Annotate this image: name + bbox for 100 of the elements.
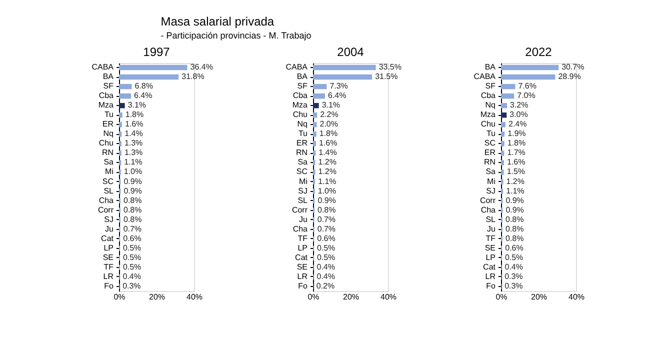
data-label: 0.5% <box>316 252 336 262</box>
bar <box>501 160 504 166</box>
data-label: 1.9% <box>508 129 526 138</box>
y-tick-label: LR <box>103 272 114 281</box>
bar <box>501 84 516 90</box>
bar <box>313 64 376 70</box>
y-tick-label: SE <box>484 243 496 252</box>
y-tick-label: Cat <box>483 262 496 272</box>
data-label: 0.8% <box>318 205 336 214</box>
y-tick-label: BA <box>296 72 308 82</box>
y-tick-label: Chu <box>292 110 308 120</box>
data-label: 0.7% <box>317 214 336 224</box>
y-tick-label: SE <box>296 262 308 272</box>
data-label: 0.3% <box>122 281 141 290</box>
y-tick-label: TF <box>486 234 496 243</box>
data-label: 1.1% <box>124 158 142 167</box>
data-label: 1.6% <box>125 120 144 129</box>
x-tick-label: 20% <box>148 292 166 302</box>
bar <box>501 132 505 137</box>
y-tick-label: SC <box>484 138 496 148</box>
data-label: 1.5% <box>506 167 526 176</box>
data-label: 2.2% <box>320 110 338 120</box>
bar <box>313 122 317 128</box>
data-label: 0.8% <box>506 224 524 234</box>
y-tick-label: SF <box>485 82 496 91</box>
y-tick-label: Mza <box>292 100 308 110</box>
bar <box>119 93 131 99</box>
data-label: 0.3% <box>504 272 523 281</box>
data-label: 0.8% <box>124 214 142 224</box>
bar <box>501 102 507 108</box>
data-label: 3.0% <box>510 110 528 120</box>
data-label: 36.4% <box>190 62 213 72</box>
data-label: 0.5% <box>316 243 336 252</box>
data-label: 1.2% <box>506 176 524 186</box>
bar <box>501 170 504 175</box>
data-label: 0.8% <box>124 196 142 205</box>
bar <box>501 150 504 156</box>
data-label: 0.4% <box>316 262 335 272</box>
bar <box>119 74 179 80</box>
data-label: 0.8% <box>506 214 524 224</box>
data-label: 0.8% <box>124 205 142 214</box>
data-label: 0.5% <box>122 243 142 252</box>
data-label: 3.1% <box>322 100 340 110</box>
bar <box>313 132 316 137</box>
bar <box>313 84 327 90</box>
y-tick-label: LR <box>485 272 496 281</box>
y-tick-label: Cat <box>101 234 114 243</box>
bar <box>119 122 122 128</box>
y-tick-label: Tu <box>104 110 114 120</box>
y-tick-label: SL <box>298 196 308 205</box>
y-tick-label: RN <box>102 148 114 158</box>
y-tick-label: Fo <box>104 281 114 290</box>
data-label: 6.8% <box>134 82 153 91</box>
data-label: 3.1% <box>128 100 146 110</box>
y-tick-label: Fo <box>486 281 496 290</box>
data-label: 33.5% <box>378 62 402 72</box>
x-tick-label: 40% <box>186 292 203 302</box>
bar <box>313 112 318 118</box>
data-label: 3.2% <box>510 100 528 110</box>
x-tick-label: 0% <box>114 292 126 302</box>
y-tick-label: SF <box>297 82 308 91</box>
data-label: 0.7% <box>123 224 142 234</box>
data-label: 30.7% <box>562 62 584 72</box>
y-tick-label: LP <box>104 243 114 252</box>
bar <box>501 74 556 80</box>
data-label: 1.6% <box>319 138 338 148</box>
data-label: 0.9% <box>506 196 524 205</box>
y-tick-label: Mi <box>105 167 114 176</box>
y-tick-label: Mi <box>487 176 496 186</box>
y-tick-label: Cba <box>98 91 114 100</box>
y-tick-label: Nq <box>103 129 114 138</box>
data-label: 0.6% <box>505 243 524 252</box>
y-tick-label: Chu <box>98 138 114 148</box>
bar <box>119 84 132 90</box>
y-tick-label: RN <box>484 158 496 167</box>
y-tick-label: Cha <box>480 205 496 214</box>
y-tick-label: Cha <box>292 224 308 234</box>
data-label: 1.8% <box>507 138 526 148</box>
y-tick-label: Sa <box>298 158 308 167</box>
y-tick-label: Mza <box>480 110 496 120</box>
y-tick-label: SC <box>296 167 308 176</box>
y-tick-label: LP <box>486 252 496 262</box>
y-tick-label: ER <box>296 138 308 148</box>
x-tick-label: 40% <box>568 292 585 302</box>
y-tick-label: SJ <box>486 186 496 196</box>
data-label: 7.3% <box>330 82 348 91</box>
bar <box>313 141 316 146</box>
data-label: 1.3% <box>124 148 143 158</box>
data-label: 0.9% <box>124 176 142 186</box>
y-tick-label: Tu <box>298 129 308 138</box>
y-tick-label: SE <box>102 252 114 262</box>
data-label: 0.5% <box>122 262 142 272</box>
bar <box>313 74 372 80</box>
y-tick-label: SJ <box>104 214 114 224</box>
bar <box>119 112 122 118</box>
x-tick-label: 20% <box>342 292 360 302</box>
data-label: 1.4% <box>318 148 337 158</box>
data-label: 1.1% <box>506 186 524 196</box>
y-tick-label: CABA <box>286 62 308 72</box>
bar <box>501 93 514 99</box>
